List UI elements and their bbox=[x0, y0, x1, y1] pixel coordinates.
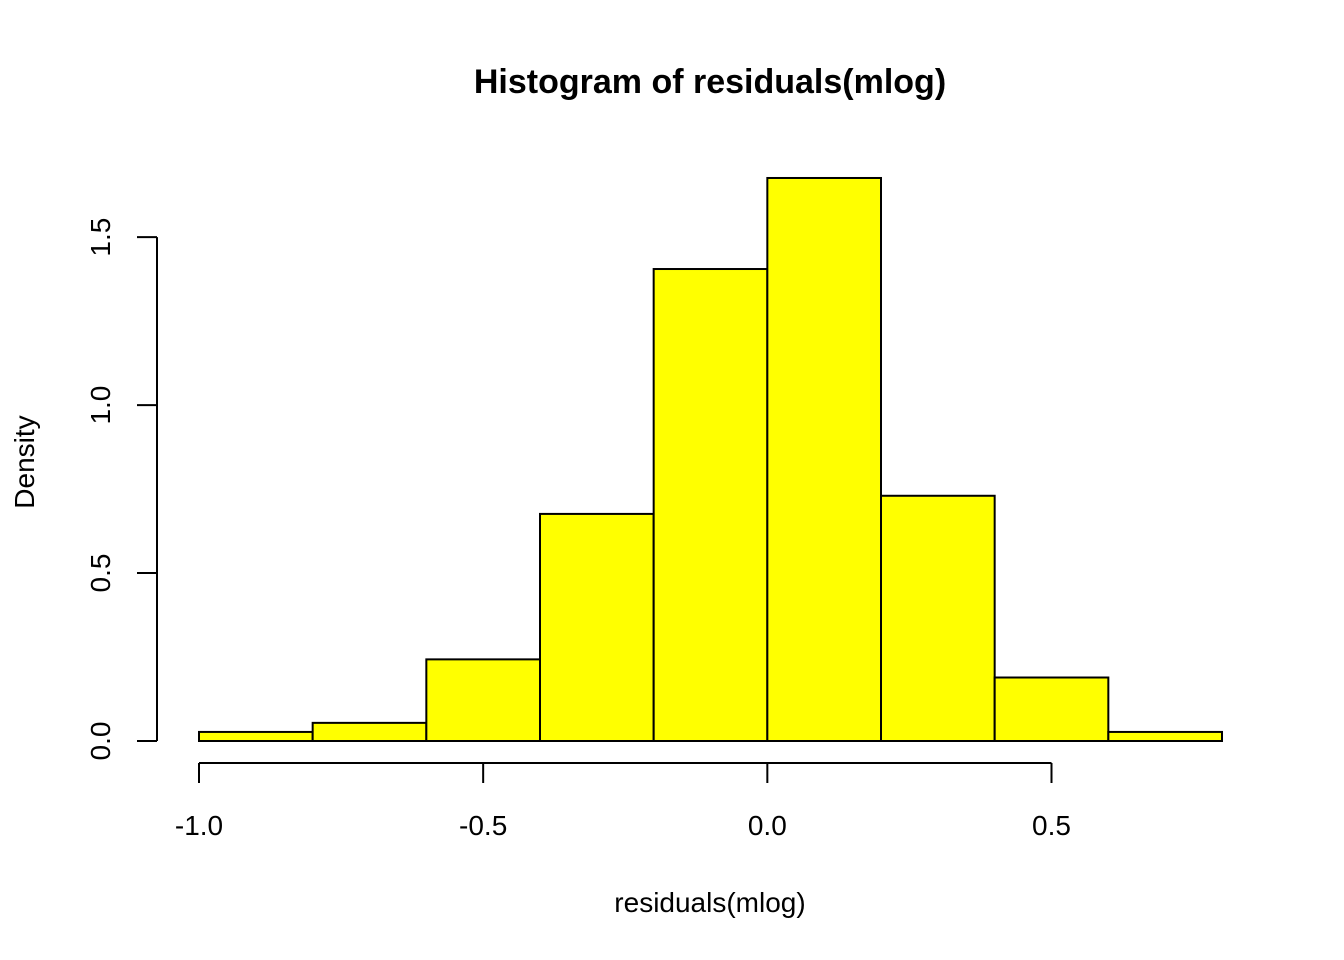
x-tick-label: 0.0 bbox=[748, 810, 787, 841]
histogram-bar bbox=[425, 658, 542, 742]
histogram-bar bbox=[198, 730, 314, 742]
x-tick-label: 0.5 bbox=[1032, 810, 1071, 841]
x-ticks: -1.0 -0.5 0.0 0.5 bbox=[175, 763, 1071, 841]
y-axis-label: Density bbox=[9, 415, 40, 508]
histogram-bar bbox=[539, 512, 655, 743]
y-tick-label: 0.5 bbox=[85, 554, 116, 593]
histogram-bar bbox=[652, 268, 769, 742]
histogram-bar bbox=[311, 721, 428, 742]
y-axis: 0.0 0.5 1.0 1.5 bbox=[85, 218, 158, 761]
y-tick-label: 1.0 bbox=[85, 386, 116, 425]
histogram-bar bbox=[766, 176, 882, 742]
bars-group bbox=[198, 176, 1224, 743]
x-axis: -1.0 -0.5 0.0 0.5 bbox=[175, 762, 1071, 841]
histogram-bar bbox=[1107, 730, 1224, 742]
histogram-bar bbox=[993, 676, 1110, 742]
y-ticks: 0.0 0.5 1.0 1.5 bbox=[85, 218, 157, 761]
histogram-bar bbox=[880, 494, 996, 742]
y-tick-label: 1.5 bbox=[85, 218, 116, 257]
chart-title: Histogram of residuals(mlog) bbox=[474, 63, 946, 101]
x-tick-label: -1.0 bbox=[175, 810, 223, 841]
y-tick-label: 0.0 bbox=[85, 722, 116, 761]
x-axis-label: residuals(mlog) bbox=[614, 887, 805, 918]
x-tick-label: -0.5 bbox=[459, 810, 507, 841]
